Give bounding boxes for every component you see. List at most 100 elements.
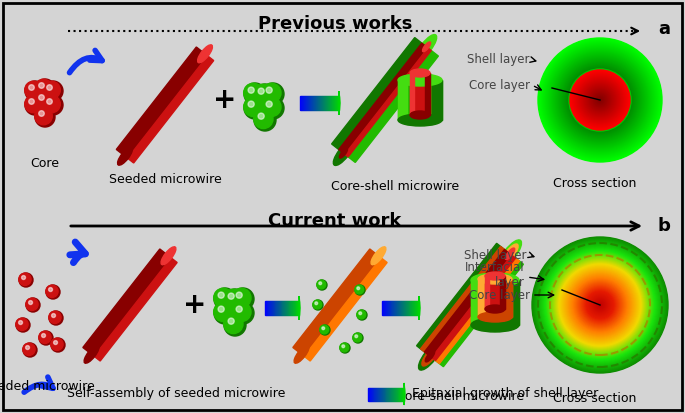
Circle shape <box>254 84 276 106</box>
Circle shape <box>47 85 52 90</box>
Polygon shape <box>508 280 519 325</box>
Polygon shape <box>416 243 514 359</box>
FancyArrow shape <box>300 96 301 110</box>
Circle shape <box>583 83 617 117</box>
Circle shape <box>248 87 254 93</box>
Circle shape <box>568 68 632 132</box>
FancyArrow shape <box>397 387 399 401</box>
Polygon shape <box>304 258 387 361</box>
Text: Interfacial
layer: Interfacial layer <box>465 261 525 289</box>
Circle shape <box>353 333 362 342</box>
FancyArrow shape <box>275 301 276 315</box>
FancyArrow shape <box>387 301 388 315</box>
Circle shape <box>549 49 651 151</box>
FancyArrow shape <box>396 387 397 401</box>
Circle shape <box>594 94 606 106</box>
Circle shape <box>559 264 641 346</box>
Circle shape <box>571 71 629 129</box>
Circle shape <box>578 78 622 122</box>
Circle shape <box>587 87 613 113</box>
Circle shape <box>42 81 60 99</box>
Circle shape <box>583 83 617 117</box>
Circle shape <box>43 95 63 115</box>
Polygon shape <box>425 249 512 358</box>
Circle shape <box>593 93 607 107</box>
Circle shape <box>315 302 318 305</box>
FancyArrow shape <box>274 301 275 315</box>
Circle shape <box>561 61 639 139</box>
FancyArrow shape <box>332 96 333 110</box>
FancyArrow shape <box>389 387 390 401</box>
Polygon shape <box>478 279 485 317</box>
Text: Core-shell microwire: Core-shell microwire <box>331 180 459 193</box>
Circle shape <box>556 261 644 349</box>
Circle shape <box>594 94 606 106</box>
Circle shape <box>35 107 52 125</box>
FancyArrow shape <box>308 96 309 110</box>
Circle shape <box>578 283 622 327</box>
Polygon shape <box>398 80 442 120</box>
Circle shape <box>584 84 616 116</box>
Circle shape <box>592 92 608 108</box>
Polygon shape <box>421 247 513 358</box>
FancyArrow shape <box>297 301 298 315</box>
Circle shape <box>580 285 620 325</box>
Circle shape <box>554 54 646 146</box>
Circle shape <box>584 84 616 116</box>
Circle shape <box>578 78 622 122</box>
FancyArrow shape <box>269 301 271 315</box>
FancyArrow shape <box>335 96 336 110</box>
Circle shape <box>557 262 643 348</box>
Circle shape <box>576 281 624 329</box>
Circle shape <box>539 244 661 366</box>
Circle shape <box>590 90 610 110</box>
FancyArrow shape <box>333 96 334 110</box>
Circle shape <box>599 99 601 101</box>
Ellipse shape <box>419 342 441 370</box>
Ellipse shape <box>371 247 386 265</box>
FancyArrow shape <box>370 387 371 401</box>
FancyArrow shape <box>378 387 379 401</box>
Polygon shape <box>425 73 430 115</box>
FancyArrow shape <box>393 301 395 315</box>
Circle shape <box>592 297 608 313</box>
Ellipse shape <box>506 248 514 259</box>
Circle shape <box>534 239 666 371</box>
Circle shape <box>244 83 266 105</box>
FancyArrow shape <box>408 301 410 315</box>
Circle shape <box>571 276 629 334</box>
Circle shape <box>538 38 662 162</box>
Ellipse shape <box>422 347 438 366</box>
FancyArrow shape <box>414 301 415 315</box>
FancyArrow shape <box>391 387 392 401</box>
Circle shape <box>357 310 367 320</box>
Text: Self-assembly of seeded microwire: Self-assembly of seeded microwire <box>67 387 286 401</box>
Polygon shape <box>94 258 177 361</box>
Circle shape <box>35 79 52 97</box>
Circle shape <box>599 99 601 101</box>
Circle shape <box>569 69 631 131</box>
Circle shape <box>244 83 263 102</box>
FancyArrow shape <box>311 96 312 110</box>
Circle shape <box>581 81 619 119</box>
Circle shape <box>357 310 366 319</box>
Circle shape <box>589 89 611 111</box>
Circle shape <box>559 59 641 141</box>
Text: Current work: Current work <box>269 212 401 230</box>
Circle shape <box>552 257 648 353</box>
Text: Core layer: Core layer <box>469 289 530 301</box>
FancyArrow shape <box>406 301 407 315</box>
Circle shape <box>582 287 618 323</box>
Circle shape <box>579 79 621 121</box>
Circle shape <box>544 44 656 156</box>
FancyArrow shape <box>385 301 386 315</box>
Circle shape <box>592 92 608 108</box>
Circle shape <box>51 338 63 351</box>
FancyArrow shape <box>317 96 318 110</box>
Text: Seeded microwire: Seeded microwire <box>109 173 221 186</box>
FancyArrow shape <box>276 301 277 315</box>
Polygon shape <box>501 276 505 309</box>
FancyArrow shape <box>315 96 316 110</box>
Circle shape <box>596 96 604 104</box>
Text: Seeded microwire: Seeded microwire <box>0 380 95 393</box>
